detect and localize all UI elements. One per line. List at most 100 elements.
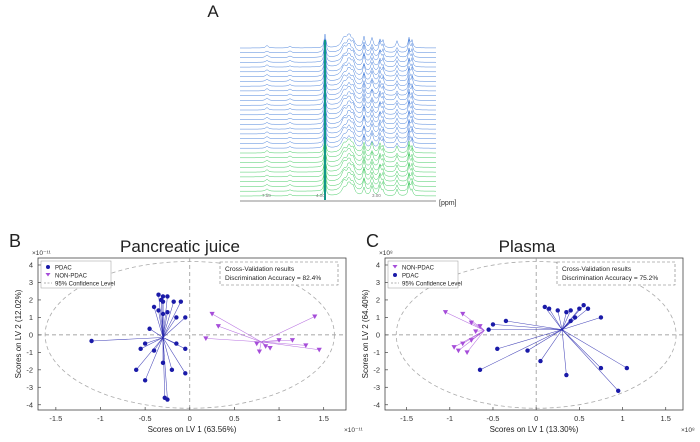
spectrum-trace	[240, 148, 436, 163]
data-point-nonpdac	[276, 338, 282, 343]
y-tick-label: -1	[373, 348, 380, 357]
legend-label: NON-PDAC	[402, 266, 435, 272]
spectrum-trace	[240, 133, 436, 149]
centroid-link	[479, 329, 563, 371]
data-point-nonpdac	[256, 349, 263, 355]
x-tick-label: 0.5	[574, 414, 584, 423]
data-point-pdac	[183, 371, 188, 376]
spectrum-trace	[240, 152, 436, 168]
y-tick-label: -4	[373, 400, 380, 409]
y-exponent: ×10⁻¹¹	[32, 250, 52, 257]
data-point-pdac	[183, 315, 188, 320]
cv-title: Cross-Validation results	[225, 266, 295, 273]
centroid-link	[162, 337, 173, 370]
y-tick-label: 0	[29, 330, 33, 339]
centroid-link	[205, 338, 262, 343]
x-tick-label: -1.5	[49, 414, 62, 423]
data-point-pdac	[538, 358, 543, 364]
data-point-pdac	[169, 367, 175, 373]
data-point-nonpdac	[468, 320, 474, 326]
spectrum-trace	[240, 176, 436, 192]
centroid-link	[153, 306, 164, 338]
centroid-link	[540, 329, 563, 362]
spectrum-trace	[240, 90, 436, 106]
legend-label: NON-PDAC	[55, 274, 88, 280]
centroid-link	[544, 306, 563, 330]
x-tick-label: -0.5	[139, 414, 152, 423]
data-point-pdac	[495, 346, 500, 352]
chart-title: Plasma	[499, 237, 556, 256]
data-point-pdac	[174, 341, 179, 346]
legend-box	[40, 260, 112, 289]
data-point-pdac	[151, 304, 157, 310]
x-tick-label: 1.5	[318, 414, 328, 423]
y-tick-label: 4	[376, 260, 380, 269]
centroid-link	[162, 337, 186, 374]
centroid-link	[561, 329, 619, 391]
spectrum-trace	[240, 138, 436, 154]
x-tick-label: 1.5	[661, 414, 671, 423]
data-point-nonpdac	[267, 345, 273, 351]
ppm-tick-label: 4.00	[316, 193, 325, 198]
centroid-link	[158, 310, 164, 338]
centroid-link	[162, 317, 177, 338]
panel-a-letter: A	[207, 2, 219, 21]
cv-accuracy: Discrimination Accuracy = 75.2%	[562, 275, 658, 282]
centroid-link	[149, 328, 164, 338]
data-point-pdac	[564, 372, 569, 378]
cv-title: Cross-Validation results	[562, 266, 632, 273]
spectrum-trace	[240, 61, 436, 77]
centroid-link	[445, 311, 485, 331]
x-exponent: ×10⁸	[681, 427, 695, 434]
data-point-pdac	[160, 299, 166, 304]
data-point-nonpdac	[451, 345, 457, 350]
spectrum-trace	[240, 38, 436, 53]
y-tick-label: -1	[26, 348, 33, 357]
y-tick-label: 1	[376, 313, 380, 322]
centroid-link	[466, 330, 485, 353]
x-tick-label: -1.5	[400, 414, 413, 423]
data-point-pdac	[546, 306, 552, 311]
data-point-pdac	[490, 322, 496, 327]
x-tick-label: 0	[188, 414, 192, 423]
spectrum-trace	[240, 33, 436, 49]
data-point-pdac	[89, 338, 94, 344]
data-point-pdac	[138, 346, 143, 352]
data-point-pdac	[165, 294, 170, 299]
chart-title: Pancreatic juice	[120, 237, 240, 256]
data-point-pdac	[577, 306, 582, 311]
x-tick-label: 1	[277, 414, 281, 423]
ppm-axis-label: [ppm]	[439, 200, 457, 207]
data-point-pdac	[585, 306, 591, 311]
data-point-nonpdac	[464, 350, 470, 355]
y-tick-label: 3	[29, 278, 33, 287]
centroid-link	[91, 337, 163, 342]
centroid-link	[135, 337, 164, 370]
data-point-nonpdac	[468, 338, 474, 343]
data-point-nonpdac	[473, 329, 479, 334]
spectrum-trace	[240, 129, 436, 144]
centroid-link	[145, 337, 164, 344]
data-point-nonpdac	[442, 310, 449, 315]
cv-accuracy: Discrimination Accuracy = 82.4%	[225, 275, 321, 282]
data-point-pdac	[134, 367, 139, 373]
data-point-pdac	[542, 304, 547, 310]
x-tick-label: -1	[97, 414, 104, 423]
spectrum-trace	[240, 119, 436, 135]
y-tick-label: -3	[26, 383, 33, 392]
legend-marker	[45, 273, 51, 277]
y-exponent: ×10⁸	[379, 250, 393, 257]
data-point-pdac	[142, 341, 148, 346]
y-tick-label: 3	[376, 278, 380, 287]
panel-a-nmr-spectra: A 7.50 4.00 3.00 [ppm]	[207, 2, 456, 207]
y-axis-label: Scores on LV 2 (64.40%)	[361, 289, 370, 378]
spectrum-trace	[240, 123, 436, 139]
spectrum-trace	[240, 57, 436, 73]
spectrum-trace	[240, 109, 436, 125]
y-tick-label: -2	[26, 365, 33, 374]
x-tick-label: 1	[620, 414, 624, 423]
data-point-pdac	[525, 348, 530, 353]
spectrum-trace	[240, 171, 436, 187]
panel-c: C Plasma -1.5 -1 -0.5 0 0.5 1 1.5 -4 -3 -2 -1 0 1 2 3 4…	[361, 231, 695, 434]
y-tick-label: 2	[376, 295, 380, 304]
